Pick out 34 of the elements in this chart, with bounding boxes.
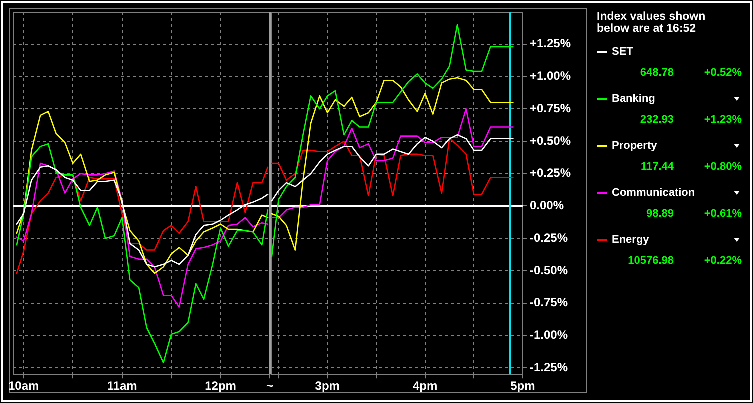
y-tick-label: -0.50% <box>530 263 568 278</box>
text: 232.93 <box>639 113 674 127</box>
y-tick-label: +0.25% <box>530 166 572 180</box>
legend-title: Index values shown below are at 16:52 <box>597 11 707 35</box>
x-tick-label: 12pm <box>205 379 236 394</box>
legend-label: Property <box>612 139 658 153</box>
text: 117.44 <box>640 160 674 174</box>
text: +0.80% <box>704 161 742 173</box>
y-tick-label: -1.25% <box>530 360 568 374</box>
y-tick-label: +0.75% <box>530 101 572 116</box>
y-tick-label: -0.75% <box>530 296 568 310</box>
legend-label: Communication <box>612 186 696 200</box>
x-tick-label: 4pm <box>412 379 438 394</box>
x-tick-label: 11am <box>107 379 138 394</box>
y-tick-label: +1.25% <box>530 36 572 51</box>
text: 648.78 <box>639 66 674 80</box>
legend-label: Energy <box>612 233 650 247</box>
legend-label: Banking <box>612 92 656 106</box>
text: +0.22% <box>704 255 742 267</box>
text: +0.61% <box>704 208 742 220</box>
y-tick-label: -1.00% <box>530 328 568 342</box>
x-tick-label: ~ <box>266 379 274 394</box>
x-tick-label: 5pm <box>510 379 536 394</box>
x-tick-label: 10am <box>8 379 40 394</box>
y-tick-label: +0.50% <box>530 134 572 148</box>
legend-label: SET <box>612 45 634 59</box>
y-tick-label: -0.25% <box>530 230 568 245</box>
text: +1.23% <box>704 114 742 126</box>
y-tick-label: +1.00% <box>530 69 572 84</box>
y-tick-label: 0.00% <box>530 198 564 213</box>
x-tick-label: 3pm <box>315 379 340 394</box>
text: 98.89 <box>645 207 674 221</box>
text: +0.52% <box>704 67 742 79</box>
text: 10576.98 <box>627 254 674 268</box>
